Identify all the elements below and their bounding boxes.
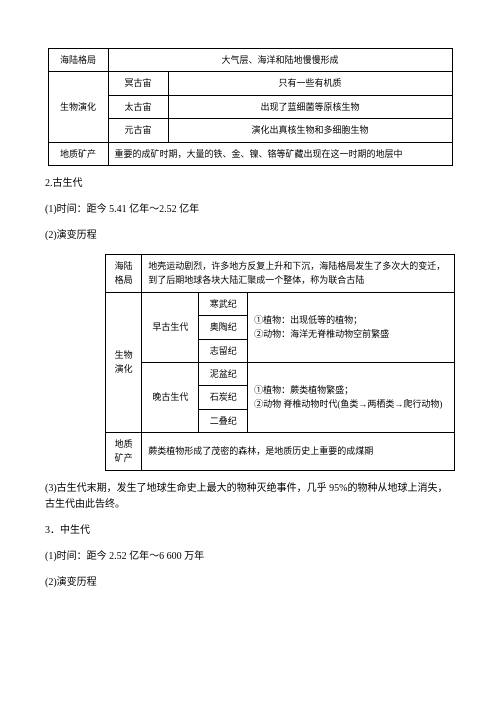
text-extinction: (3)古生代末期，发生了地球生命史上最大的物种灭绝事件，几乎 95%的物种从地球… bbox=[45, 481, 455, 513]
cell: 海陆格局 bbox=[48, 49, 108, 72]
text: ①植物：蕨类植物繁盛； bbox=[254, 383, 448, 397]
cell: 早古生代 bbox=[142, 292, 199, 362]
cell: 海陆格局 bbox=[106, 254, 142, 292]
cell: 元古宙 bbox=[108, 119, 168, 142]
cell: 石炭纪 bbox=[199, 386, 248, 409]
text: ①植物：出现低等的植物； bbox=[254, 313, 448, 327]
cell: 寒武纪 bbox=[199, 292, 248, 315]
cell: 只有一些有机质 bbox=[168, 72, 452, 95]
text: ②动物 脊椎动物时代(鱼类→两栖类→爬行动物) bbox=[254, 397, 448, 411]
cell: 大气层、海洋和陆地慢慢形成 bbox=[108, 49, 452, 72]
cell: 奥陶纪 bbox=[199, 316, 248, 339]
cell: 地壳运动剧烈，许多地方反复上升和下沉，海陆格局发生了多次大的变迁，到了后期地球各… bbox=[142, 254, 455, 292]
heading-paleozoic: 2.古生代 bbox=[45, 176, 455, 192]
text-time-mesozoic: (1)时间：距今 2.52 亿年～6 600 万年 bbox=[45, 549, 455, 565]
cell: 重要的成矿时期，大量的铁、金、镍、铬等矿藏出现在这一时期的地层中 bbox=[108, 142, 452, 165]
cell: 生物演化 bbox=[48, 72, 108, 142]
table-paleozoic: 海陆格局 地壳运动剧烈，许多地方反复上升和下沉，海陆格局发生了多次大的变迁，到了… bbox=[105, 254, 455, 471]
cell: 生物演化 bbox=[106, 292, 142, 432]
cell: 志留纪 bbox=[199, 339, 248, 362]
cell: 蕨类植物形成了茂密的森林，是地质历史上重要的成煤期 bbox=[142, 433, 455, 471]
cell: 出现了蓝细菌等原核生物 bbox=[168, 95, 452, 118]
cell: 泥盆纪 bbox=[199, 362, 248, 385]
text-process-mesozoic: (2)演变历程 bbox=[45, 575, 455, 591]
table-precambrian: 海陆格局 大气层、海洋和陆地慢慢形成 生物演化 冥古宙 只有一些有机质 太古宙 … bbox=[48, 48, 453, 166]
cell: ①植物：蕨类植物繁盛； ②动物 脊椎动物时代(鱼类→两栖类→爬行动物) bbox=[248, 362, 455, 432]
text: ②动物：海洋无脊椎动物空前繁盛 bbox=[254, 327, 448, 341]
cell: 二叠纪 bbox=[199, 409, 248, 432]
text-process: (2)演变历程 bbox=[45, 228, 455, 244]
heading-mesozoic: 3．中生代 bbox=[45, 523, 455, 539]
cell: 地质矿产 bbox=[106, 433, 142, 471]
cell: 地质矿产 bbox=[48, 142, 108, 165]
cell: 太古宙 bbox=[108, 95, 168, 118]
cell: 冥古宙 bbox=[108, 72, 168, 95]
cell: 演化出真核生物和多细胞生物 bbox=[168, 119, 452, 142]
text-time: (1)时间：距今 5.41 亿年～2.52 亿年 bbox=[45, 202, 455, 218]
cell: ①植物：出现低等的植物； ②动物：海洋无脊椎动物空前繁盛 bbox=[248, 292, 455, 362]
cell: 晚古生代 bbox=[142, 362, 199, 432]
